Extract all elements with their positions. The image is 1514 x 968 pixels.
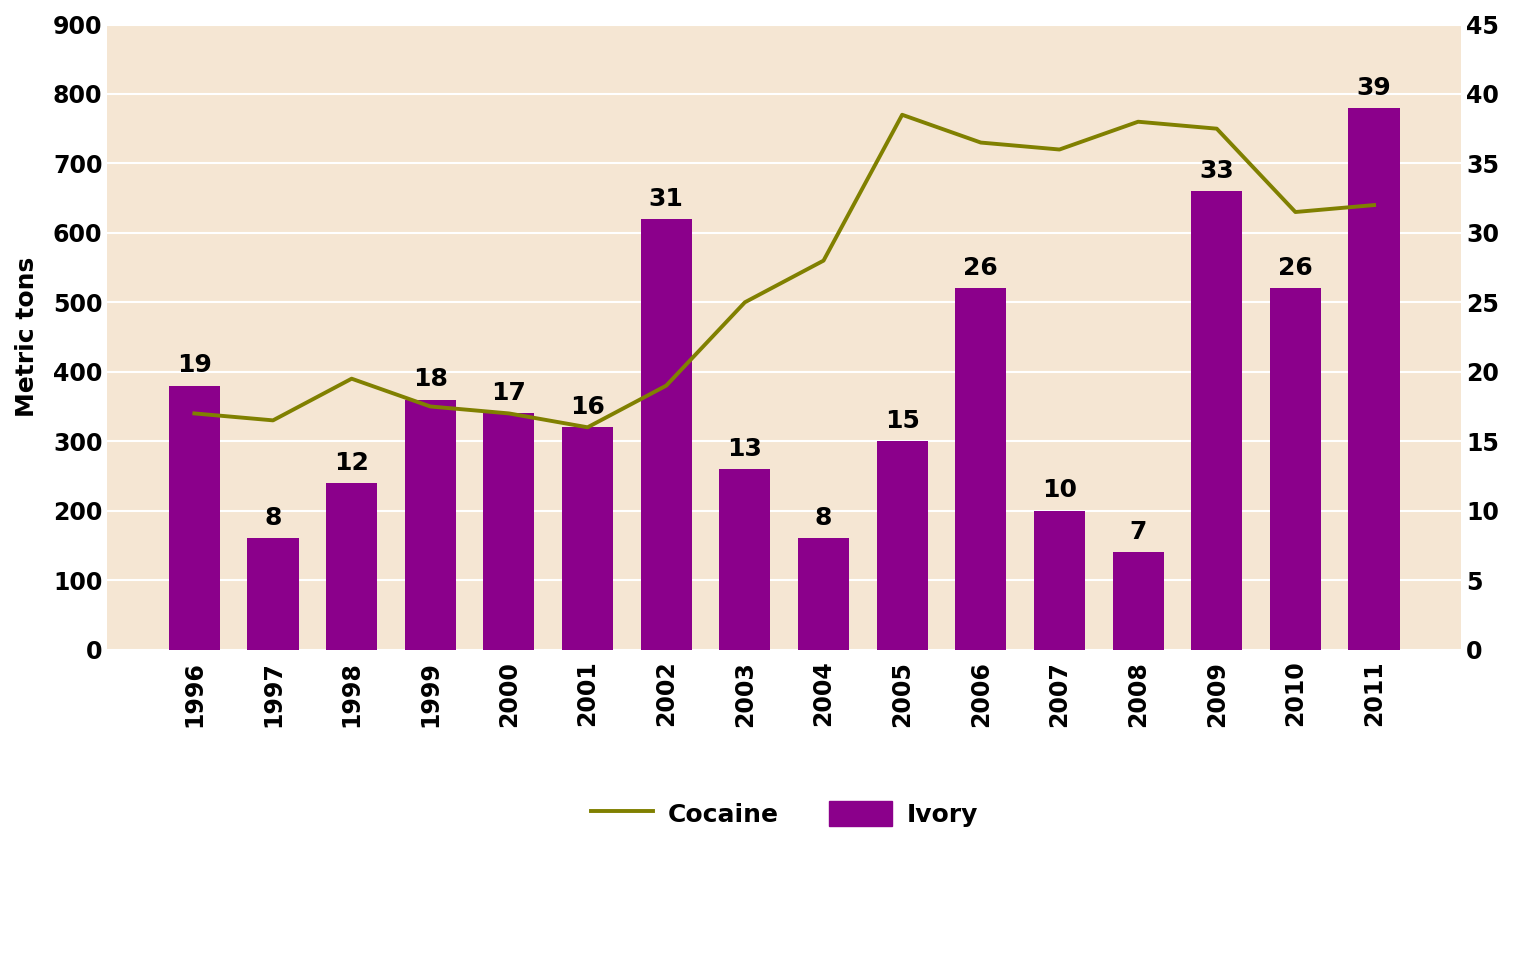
Bar: [562, 427, 613, 650]
Bar: [955, 288, 1007, 650]
Y-axis label: Metric tons: Metric tons: [15, 257, 39, 417]
Bar: [1270, 288, 1320, 650]
Bar: [1192, 191, 1243, 650]
Bar: [1034, 511, 1086, 650]
Bar: [877, 441, 928, 650]
Text: 19: 19: [177, 353, 212, 378]
Text: 7: 7: [1129, 520, 1146, 544]
Text: 8: 8: [265, 506, 282, 530]
Bar: [247, 538, 298, 650]
Text: 39: 39: [1357, 76, 1391, 100]
Text: 10: 10: [1042, 478, 1076, 502]
Text: 8: 8: [815, 506, 833, 530]
Bar: [404, 400, 456, 650]
Bar: [1349, 107, 1399, 650]
Bar: [168, 385, 220, 650]
Text: 18: 18: [413, 367, 448, 391]
Text: 26: 26: [963, 257, 998, 280]
Text: 31: 31: [650, 187, 684, 211]
Text: 17: 17: [492, 381, 527, 405]
Text: 13: 13: [727, 437, 763, 461]
Text: 26: 26: [1278, 257, 1313, 280]
Text: 33: 33: [1199, 159, 1234, 183]
Bar: [719, 469, 771, 650]
Bar: [798, 538, 849, 650]
Text: 15: 15: [884, 408, 919, 433]
Bar: [640, 219, 692, 650]
Text: 16: 16: [571, 395, 606, 419]
Bar: [483, 413, 534, 650]
Bar: [326, 483, 377, 650]
Bar: [1113, 553, 1164, 650]
Legend: Cocaine, Ivory: Cocaine, Ivory: [580, 791, 987, 837]
Text: 12: 12: [335, 450, 369, 474]
